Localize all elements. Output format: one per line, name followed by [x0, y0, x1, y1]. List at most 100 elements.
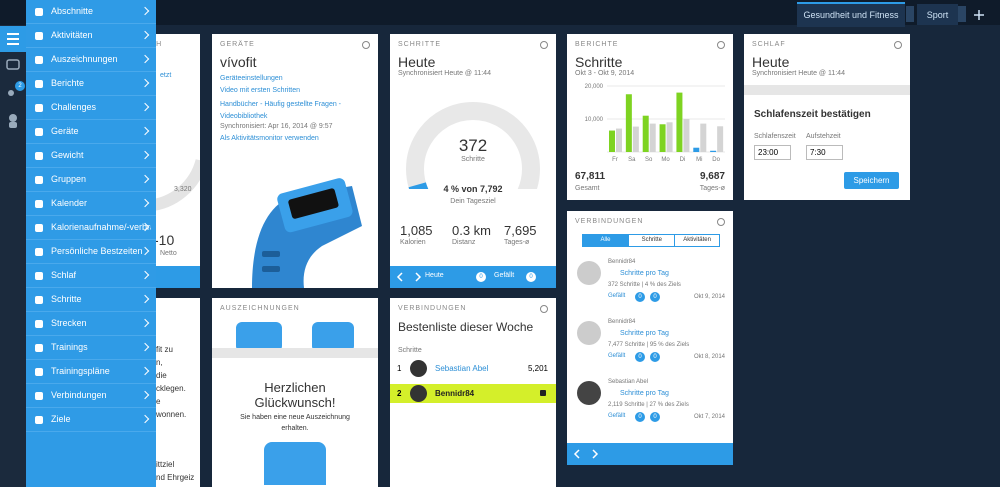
menu-item[interactable]: Geräte	[26, 120, 156, 144]
bedtime-input[interactable]: 23:00	[754, 145, 791, 160]
connections-icon[interactable]	[8, 90, 14, 96]
menu-item[interactable]: Kalorienaufnahme/-verbrauch	[26, 216, 156, 240]
card-title: Heute	[752, 54, 790, 70]
stat-value: 0.3 km	[452, 223, 492, 238]
inbox-icon[interactable]	[6, 59, 20, 70]
reports-card: BERICHTE Schritte Okt 3 - Okt 9, 2014 10…	[567, 34, 733, 200]
notification-badge: 2	[15, 81, 25, 91]
average: 9,687	[699, 171, 725, 182]
gauge-progress	[408, 182, 429, 189]
nav-arrows[interactable]	[396, 272, 426, 282]
settings-icon[interactable]	[717, 218, 725, 226]
sync-status: Synchronisiert: Apr 16, 2014 @ 9:57	[220, 123, 333, 130]
menu-icon	[7, 33, 19, 45]
tab[interactable]: Sport	[917, 4, 958, 25]
link[interactable]: Handbücher - Häufig gestellte Fragen - V…	[220, 101, 342, 120]
menu-item[interactable]: Kalender	[26, 192, 156, 216]
stat-label: Distanz	[452, 239, 476, 246]
comment-count[interactable]: 0	[476, 272, 486, 282]
menu-label: Geräte	[51, 126, 79, 136]
settings-icon[interactable]	[540, 305, 548, 313]
menu-label: Persönliche Bestzeiten	[51, 246, 143, 256]
link[interactable]: Als Aktivitätsmonitor verwenden	[220, 135, 319, 142]
nav-arrows[interactable]	[573, 449, 603, 459]
badge: 0	[635, 352, 645, 362]
congrats: Herzlichen Glückwunsch!	[254, 380, 336, 410]
member-name[interactable]: Sebastian Abel	[435, 364, 489, 373]
link[interactable]: Video mit ersten Schritten	[220, 87, 301, 94]
date: Okt 9, 2014	[693, 294, 725, 300]
menu-item[interactable]: Persönliche Bestzeiten	[26, 240, 156, 264]
activity-detail: 7,477 Schritte | 95 % des Ziels	[608, 342, 690, 348]
badge: 0	[635, 292, 645, 302]
card-header: SCHRITTE	[398, 41, 441, 48]
menu-icon	[35, 272, 43, 280]
collapse-strip[interactable]	[744, 85, 910, 95]
like-label[interactable]: Gefällt	[494, 272, 515, 279]
menu-item[interactable]: Abschnitte	[26, 0, 156, 24]
link-text[interactable]: etzt	[160, 72, 172, 79]
save-button[interactable]: Speichern	[844, 172, 899, 189]
menu-item[interactable]: Gruppen	[26, 168, 156, 192]
like-link[interactable]: Gefällt	[608, 293, 626, 299]
tab-dropdown[interactable]	[958, 6, 966, 22]
settings-icon[interactable]	[717, 41, 725, 49]
device-image	[252, 178, 362, 288]
x-tick-label: Fr	[612, 157, 618, 163]
tab[interactable]: Gesundheit und Fitness	[797, 2, 905, 27]
wake-input[interactable]: 7:30	[806, 145, 843, 160]
card-header: BERICHTE	[575, 41, 619, 48]
menu-item[interactable]: Schritte	[26, 288, 156, 312]
menu-icon	[35, 32, 43, 40]
confirm-title: Schlafenszeit bestätigen	[754, 109, 871, 120]
menu-item[interactable]: Gewicht	[26, 144, 156, 168]
settings-icon[interactable]	[540, 41, 548, 49]
text-fragment: wonnen.	[156, 410, 187, 419]
filter-tab[interactable]: Aktivitäten	[673, 235, 720, 246]
menu-item[interactable]: Challenges	[26, 96, 156, 120]
badge: 0	[650, 292, 660, 302]
settings-icon[interactable]	[362, 41, 370, 49]
filter-tab[interactable]: Alle	[583, 235, 628, 246]
lock-icon	[540, 390, 546, 396]
bar	[649, 123, 656, 152]
metric-select[interactable]: Schritte	[398, 347, 422, 354]
activity-link[interactable]: Schritte pro Tag	[620, 270, 669, 277]
menu-icon	[35, 104, 43, 112]
bar	[700, 123, 707, 152]
filter-tab[interactable]: Schritte	[628, 235, 674, 246]
activity-link[interactable]: Schritte pro Tag	[620, 390, 669, 397]
profile-icon[interactable]	[9, 114, 17, 122]
link[interactable]: Geräteeinstellungen	[220, 75, 283, 82]
x-tick-label: Do	[712, 157, 720, 163]
add-tab[interactable]	[972, 8, 986, 22]
menu-item[interactable]: Trainingspläne	[26, 360, 156, 384]
menu-item[interactable]: Auszeichnungen	[26, 48, 156, 72]
menu-item[interactable]: Aktivitäten	[26, 24, 156, 48]
menu-item[interactable]: Berichte	[26, 72, 156, 96]
card-title: Bestenliste dieser Woche	[398, 320, 534, 334]
total: 67,811	[575, 171, 606, 182]
like-link[interactable]: Gefällt	[608, 413, 626, 419]
menu-item[interactable]: Verbindungen	[26, 384, 156, 408]
card-header: VERBINDUNGEN	[398, 305, 467, 312]
menu-label: Schlaf	[51, 270, 77, 280]
menu-item[interactable]: Trainings	[26, 336, 156, 360]
awards-card: AUSZEICHNUNGEN Herzlichen Glückwunsch! S…	[212, 298, 378, 487]
menu-item[interactable]: Strecken	[26, 312, 156, 336]
activity-detail: 2,119 Schritte | 27 % des Ziels	[608, 402, 689, 408]
menu-icon	[35, 368, 43, 376]
menu-item[interactable]: Schlaf	[26, 264, 156, 288]
bar	[616, 128, 622, 152]
tab-dropdown[interactable]	[906, 6, 914, 22]
like-link[interactable]: Gefällt	[608, 353, 626, 359]
activity-link[interactable]: Schritte pro Tag	[620, 330, 669, 337]
text-fragment: nd Ehrgeiz	[156, 473, 195, 482]
stat-label: Tages-ø	[504, 239, 530, 246]
menu-item[interactable]: Ziele	[26, 408, 156, 432]
badge: 0	[650, 412, 660, 422]
icon-buttons	[0, 26, 26, 128]
member-name[interactable]: Bennidr84	[435, 389, 475, 398]
settings-icon[interactable]	[894, 41, 902, 49]
